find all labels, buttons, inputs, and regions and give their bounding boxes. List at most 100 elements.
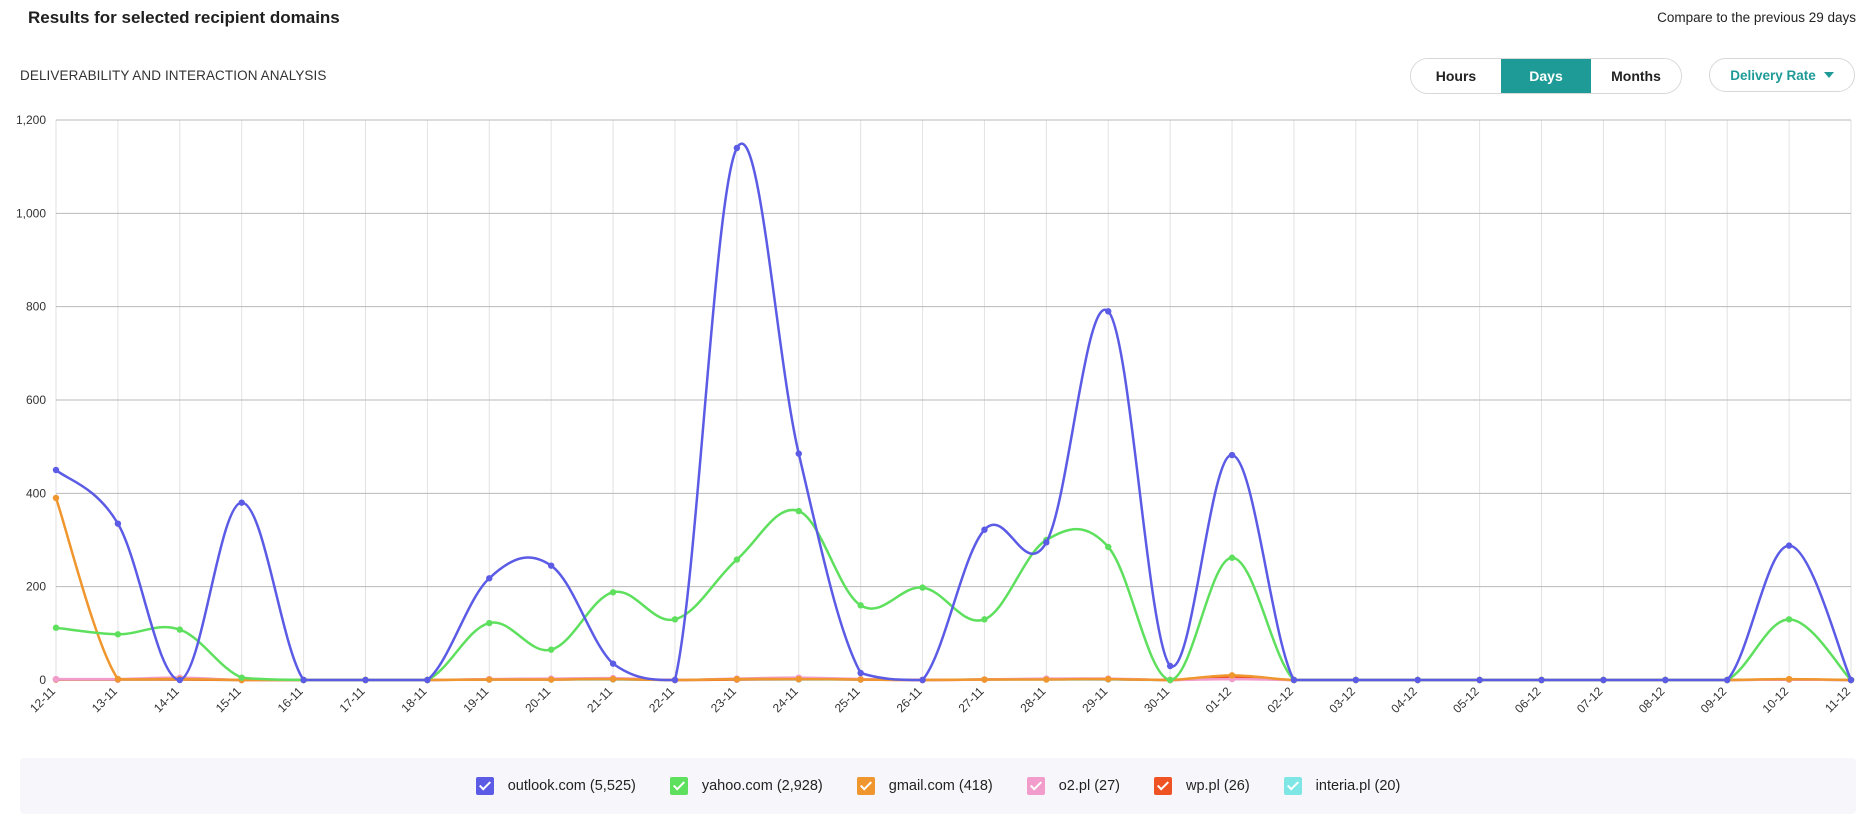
legend-item-interia[interactable]: interia.pl (20) <box>1283 777 1401 795</box>
data-point <box>1476 676 1483 684</box>
y-tick-label: 200 <box>26 580 46 594</box>
y-tick-label: 800 <box>26 300 46 314</box>
data-point <box>795 507 802 515</box>
y-tick-label: 1,200 <box>16 113 46 127</box>
data-point <box>486 575 493 582</box>
legend-label: yahoo.com (2,928) <box>701 778 823 794</box>
data-point <box>362 676 369 684</box>
series-line <box>55 508 1852 682</box>
y-axis: 0 200 400 600 800 1,000 1,200 <box>16 113 46 687</box>
x-tick-label: 16-11 <box>275 684 306 715</box>
metric-dropdown-label: Delivery Rate <box>1730 67 1816 83</box>
data-point <box>1043 539 1050 546</box>
data-point <box>1166 676 1174 684</box>
legend-item-yahoo[interactable]: yahoo.com (2,928) <box>669 777 823 795</box>
data-point <box>424 676 431 684</box>
legend-label: o2.pl (27) <box>1058 778 1120 794</box>
legend-label: gmail.com (418) <box>888 778 993 794</box>
granularity-days-button[interactable]: Days <box>1501 59 1591 93</box>
legend-checkbox-icon[interactable] <box>475 777 494 795</box>
legend-label: interia.pl (20) <box>1315 778 1401 794</box>
data-point <box>1785 616 1793 623</box>
x-axis: 12-11 13-11 14-11 15-11 16-11 17-11 18-11 19-11… <box>27 684 1853 716</box>
legend-item-wp[interactable]: wp.pl (26) <box>1153 777 1250 795</box>
legend-item-o2[interactable]: o2.pl (27) <box>1026 777 1120 795</box>
data-point <box>795 675 802 683</box>
legend-checkbox-icon[interactable] <box>856 777 875 795</box>
granularity-toggle: Hours Days Months <box>1410 58 1682 94</box>
y-tick-label: 600 <box>26 393 46 407</box>
y-tick-label: 400 <box>26 486 46 500</box>
data-point <box>114 631 122 638</box>
data-point <box>609 660 617 667</box>
x-tick-label: 24-11 <box>770 684 801 715</box>
section-title: DELIVERABILITY AND INTERACTION ANALYSIS <box>20 68 327 83</box>
metric-dropdown[interactable]: Delivery Rate <box>1709 58 1855 92</box>
legend-checkbox-icon[interactable] <box>1283 777 1302 795</box>
data-point <box>547 562 555 569</box>
x-tick-label: 25-11 <box>832 684 863 715</box>
data-point <box>1785 675 1793 683</box>
x-tick-label: 04-12 <box>1388 684 1420 716</box>
compare-period-text: Compare to the previous 29 days <box>1657 10 1856 25</box>
data-point <box>486 676 493 683</box>
granularity-months-button[interactable]: Months <box>1591 59 1681 93</box>
data-point <box>1228 451 1236 459</box>
legend-checkbox-icon[interactable] <box>1153 777 1172 795</box>
data-point <box>547 676 555 683</box>
x-tick-label: 10-12 <box>1760 684 1792 716</box>
data-point <box>114 520 122 527</box>
data-point <box>1228 672 1236 679</box>
data-point <box>919 584 926 591</box>
legend-checkbox-icon[interactable] <box>1026 777 1045 795</box>
x-tick-label: 20-11 <box>522 684 553 715</box>
line-chart: 0 200 400 600 800 1,000 1,200 12-11 13-11 14-11 1… <box>16 113 1855 716</box>
data-point <box>733 675 741 683</box>
series-gmail.com (418) <box>52 494 1855 684</box>
x-tick-label: 19-11 <box>460 684 491 715</box>
x-tick-label: 06-12 <box>1512 684 1544 716</box>
x-tick-label: 05-12 <box>1450 684 1482 716</box>
data-point <box>1290 676 1298 684</box>
data-point <box>1600 676 1607 684</box>
x-tick-label: 09-12 <box>1698 684 1730 716</box>
x-tick-label: 12-11 <box>27 684 58 715</box>
x-tick-label: 01-12 <box>1203 684 1235 716</box>
x-tick-label: 02-12 <box>1264 684 1296 716</box>
data-point <box>981 616 988 623</box>
data-point <box>857 676 864 683</box>
x-tick-label: 26-11 <box>894 684 925 715</box>
data-point <box>857 669 864 677</box>
data-point <box>795 450 802 457</box>
data-point <box>1847 676 1855 684</box>
data-point <box>114 675 122 683</box>
data-point <box>300 676 307 684</box>
data-point <box>52 494 60 502</box>
series-outlook.com (5,525) <box>52 142 1855 684</box>
data-point <box>238 499 245 506</box>
data-point <box>1538 676 1545 684</box>
chart-grid <box>55 119 1852 681</box>
x-tick-label: 29-11 <box>1079 684 1110 715</box>
series-line <box>54 497 1852 682</box>
data-point <box>1228 554 1236 561</box>
legend-item-gmail[interactable]: gmail.com (418) <box>856 777 993 795</box>
data-point <box>1414 676 1421 684</box>
x-tick-label: 28-11 <box>1017 684 1048 715</box>
x-tick-label: 23-11 <box>708 684 739 715</box>
x-tick-label: 13-11 <box>89 684 120 715</box>
data-point <box>1105 675 1112 683</box>
x-tick-label: 07-12 <box>1574 684 1606 716</box>
x-tick-label: 14-11 <box>151 684 182 715</box>
x-tick-label: 21-11 <box>584 684 615 715</box>
granularity-hours-button[interactable]: Hours <box>1411 59 1501 93</box>
legend-checkbox-icon[interactable] <box>669 777 688 795</box>
y-tick-label: 0 <box>39 673 46 687</box>
data-point <box>1352 676 1360 684</box>
data-point <box>547 646 555 653</box>
legend-item-outlook[interactable]: outlook.com (5,525) <box>475 777 636 795</box>
data-point <box>1724 676 1731 684</box>
y-tick-label: 1,000 <box>16 206 46 220</box>
data-point <box>733 556 741 563</box>
data-point <box>981 526 988 533</box>
